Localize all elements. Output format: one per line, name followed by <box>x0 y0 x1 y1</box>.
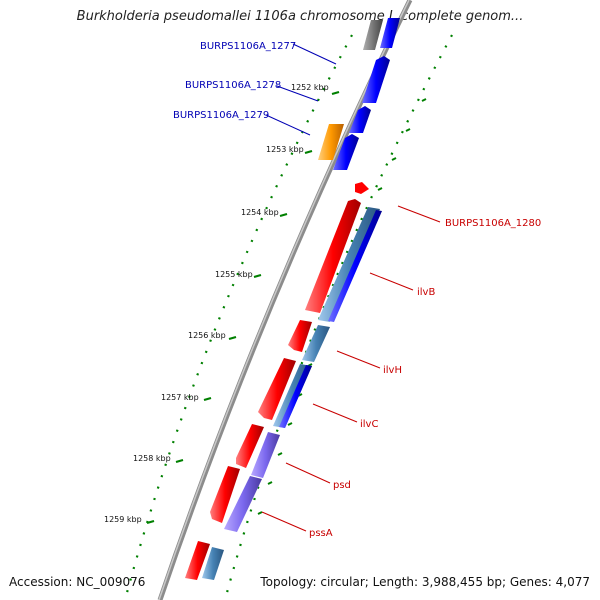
gene-label[interactable]: pssA <box>309 528 333 539</box>
gene-label[interactable]: BURPS1106A_1278 <box>185 80 281 91</box>
accession-text: Accession: NC_009076 <box>9 575 146 589</box>
gene-burps1106a-1279[interactable] <box>333 134 359 170</box>
gene-ilvb[interactable] <box>305 199 361 313</box>
gene-label[interactable]: ilvH <box>383 365 402 376</box>
gene-features[interactable] <box>185 18 400 580</box>
cds-feature-ilvb-steel[interactable] <box>318 207 380 322</box>
gene-label[interactable]: ilvB <box>417 287 435 298</box>
gene-psd[interactable] <box>236 424 264 468</box>
gene-burps1106a-1277[interactable] <box>362 56 390 103</box>
cds-feature-gray[interactable] <box>363 20 383 50</box>
cds-feature-ilvc-blue[interactable] <box>279 365 312 428</box>
gene-pssa[interactable] <box>210 466 240 523</box>
gene-ilvc[interactable] <box>258 358 296 420</box>
cds-feature-red[interactable] <box>185 541 210 580</box>
gene-label[interactable]: BURPS1106A_1279 <box>173 110 269 121</box>
kbp-labels: 1252 kbp 1253 kbp 1254 kbp 1255 kbp 1256… <box>104 83 329 524</box>
gene-labels[interactable]: BURPS1106A_1277 BURPS1106A_1278 BURPS110… <box>173 41 541 539</box>
kbp-label: 1259 kbp <box>104 515 142 524</box>
cds-feature-blue[interactable] <box>380 18 400 48</box>
gene-label[interactable]: psd <box>333 480 351 491</box>
topology-summary: Topology: circular; Length: 3,988,455 bp… <box>260 575 590 589</box>
cds-feature-pssa-violet[interactable] <box>224 476 262 532</box>
kbp-label: 1256 kbp <box>188 331 226 340</box>
gene-ilvh[interactable] <box>288 320 312 352</box>
cds-feature-steel[interactable] <box>202 547 224 580</box>
label-leader-lines <box>261 43 441 532</box>
kbp-label: 1253 kbp <box>266 145 304 154</box>
kbp-label: 1255 kbp <box>215 270 253 279</box>
gene-burps1106a-1280[interactable] <box>355 182 369 194</box>
cds-feature-ilvb-blue[interactable] <box>328 210 382 322</box>
gene-label[interactable]: BURPS1106A_1277 <box>200 41 296 52</box>
gene-label[interactable]: ilvC <box>360 419 378 430</box>
cds-feature-orange[interactable] <box>318 124 344 160</box>
kbp-label: 1252 kbp <box>291 83 329 92</box>
gene-label[interactable]: BURPS1106A_1280 <box>445 218 541 229</box>
kbp-label: 1258 kbp <box>133 454 171 463</box>
inner-tick-ring <box>123 34 353 600</box>
kbp-label: 1254 kbp <box>241 208 279 217</box>
gene-burps1106a-1278[interactable] <box>349 106 371 133</box>
kbp-label: 1257 kbp <box>161 393 199 402</box>
kbp-tick-marks <box>146 90 340 525</box>
cds-feature-psd-violet[interactable] <box>251 432 280 478</box>
cds-feature-ilvh-steel[interactable] <box>302 325 330 362</box>
map-title: Burkholderia pseudomallei 1106a chromoso… <box>76 9 524 24</box>
